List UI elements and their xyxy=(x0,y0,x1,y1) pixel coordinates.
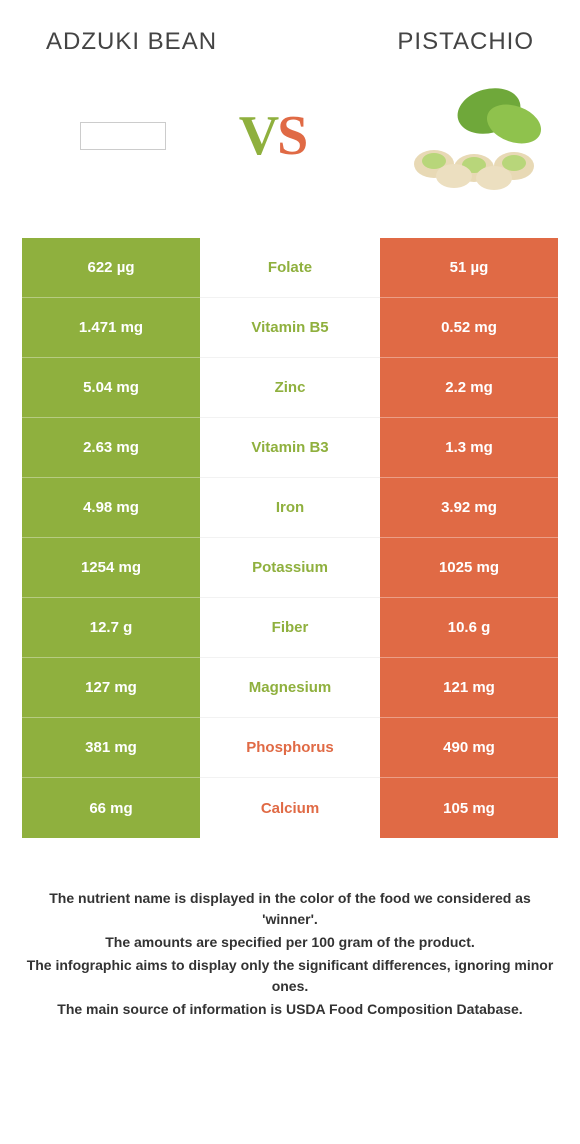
left-value: 12.7 g xyxy=(22,598,200,658)
left-value: 1254 mg xyxy=(22,538,200,598)
right-value: 3.92 mg xyxy=(380,478,558,538)
nutrient-label: Zinc xyxy=(200,358,380,418)
left-value: 381 mg xyxy=(22,718,200,778)
images-row: VS xyxy=(0,66,580,226)
right-food-title: Pistachio xyxy=(397,28,534,56)
adzuki-bean-image xyxy=(80,122,166,150)
right-value: 0.52 mg xyxy=(380,298,558,358)
left-value: 66 mg xyxy=(22,778,200,838)
table-row: 381 mgPhosphorus490 mg xyxy=(22,718,558,778)
table-row: 66 mgCalcium105 mg xyxy=(22,778,558,838)
nutrient-label: Vitamin B3 xyxy=(200,418,380,478)
left-value: 622 µg xyxy=(22,238,200,298)
table-row: 2.63 mgVitamin B31.3 mg xyxy=(22,418,558,478)
vs-label: VS xyxy=(239,104,307,168)
footnote-line: The nutrient name is displayed in the co… xyxy=(24,888,556,930)
left-value: 2.63 mg xyxy=(22,418,200,478)
footnote-line: The amounts are specified per 100 gram o… xyxy=(24,932,556,953)
left-value: 1.471 mg xyxy=(22,298,200,358)
left-value: 4.98 mg xyxy=(22,478,200,538)
right-value: 10.6 g xyxy=(380,598,558,658)
right-value: 1.3 mg xyxy=(380,418,558,478)
nutrient-label: Phosphorus xyxy=(200,718,380,778)
table-row: 127 mgMagnesium121 mg xyxy=(22,658,558,718)
nutrient-label: Folate xyxy=(200,238,380,298)
left-value: 5.04 mg xyxy=(22,358,200,418)
footnote-line: The main source of information is USDA F… xyxy=(24,999,556,1020)
right-value: 121 mg xyxy=(380,658,558,718)
table-row: 1.471 mgVitamin B50.52 mg xyxy=(22,298,558,358)
table-row: 12.7 gFiber10.6 g xyxy=(22,598,558,658)
table-row: 1254 mgPotassium1025 mg xyxy=(22,538,558,598)
pistachio-image xyxy=(379,76,554,196)
vs-v: V xyxy=(239,105,277,167)
nutrient-label: Fiber xyxy=(200,598,380,658)
right-value: 51 µg xyxy=(380,238,558,298)
right-value: 105 mg xyxy=(380,778,558,838)
right-value: 490 mg xyxy=(380,718,558,778)
table-row: 622 µgFolate51 µg xyxy=(22,238,558,298)
vs-s: S xyxy=(277,105,306,167)
nutrient-table: 622 µgFolate51 µg1.471 mgVitamin B50.52 … xyxy=(22,238,558,838)
left-food-title: Adzuki bean xyxy=(46,28,217,56)
nutrient-label: Potassium xyxy=(200,538,380,598)
nutrient-label: Calcium xyxy=(200,778,380,838)
table-row: 5.04 mgZinc2.2 mg xyxy=(22,358,558,418)
footnotes: The nutrient name is displayed in the co… xyxy=(24,888,556,1020)
right-value: 2.2 mg xyxy=(380,358,558,418)
nutrient-label: Vitamin B5 xyxy=(200,298,380,358)
nutrient-label: Iron xyxy=(200,478,380,538)
right-value: 1025 mg xyxy=(380,538,558,598)
nutrient-label: Magnesium xyxy=(200,658,380,718)
footnote-line: The infographic aims to display only the… xyxy=(24,955,556,997)
left-value: 127 mg xyxy=(22,658,200,718)
header: Adzuki bean Pistachio xyxy=(0,0,580,66)
table-row: 4.98 mgIron3.92 mg xyxy=(22,478,558,538)
